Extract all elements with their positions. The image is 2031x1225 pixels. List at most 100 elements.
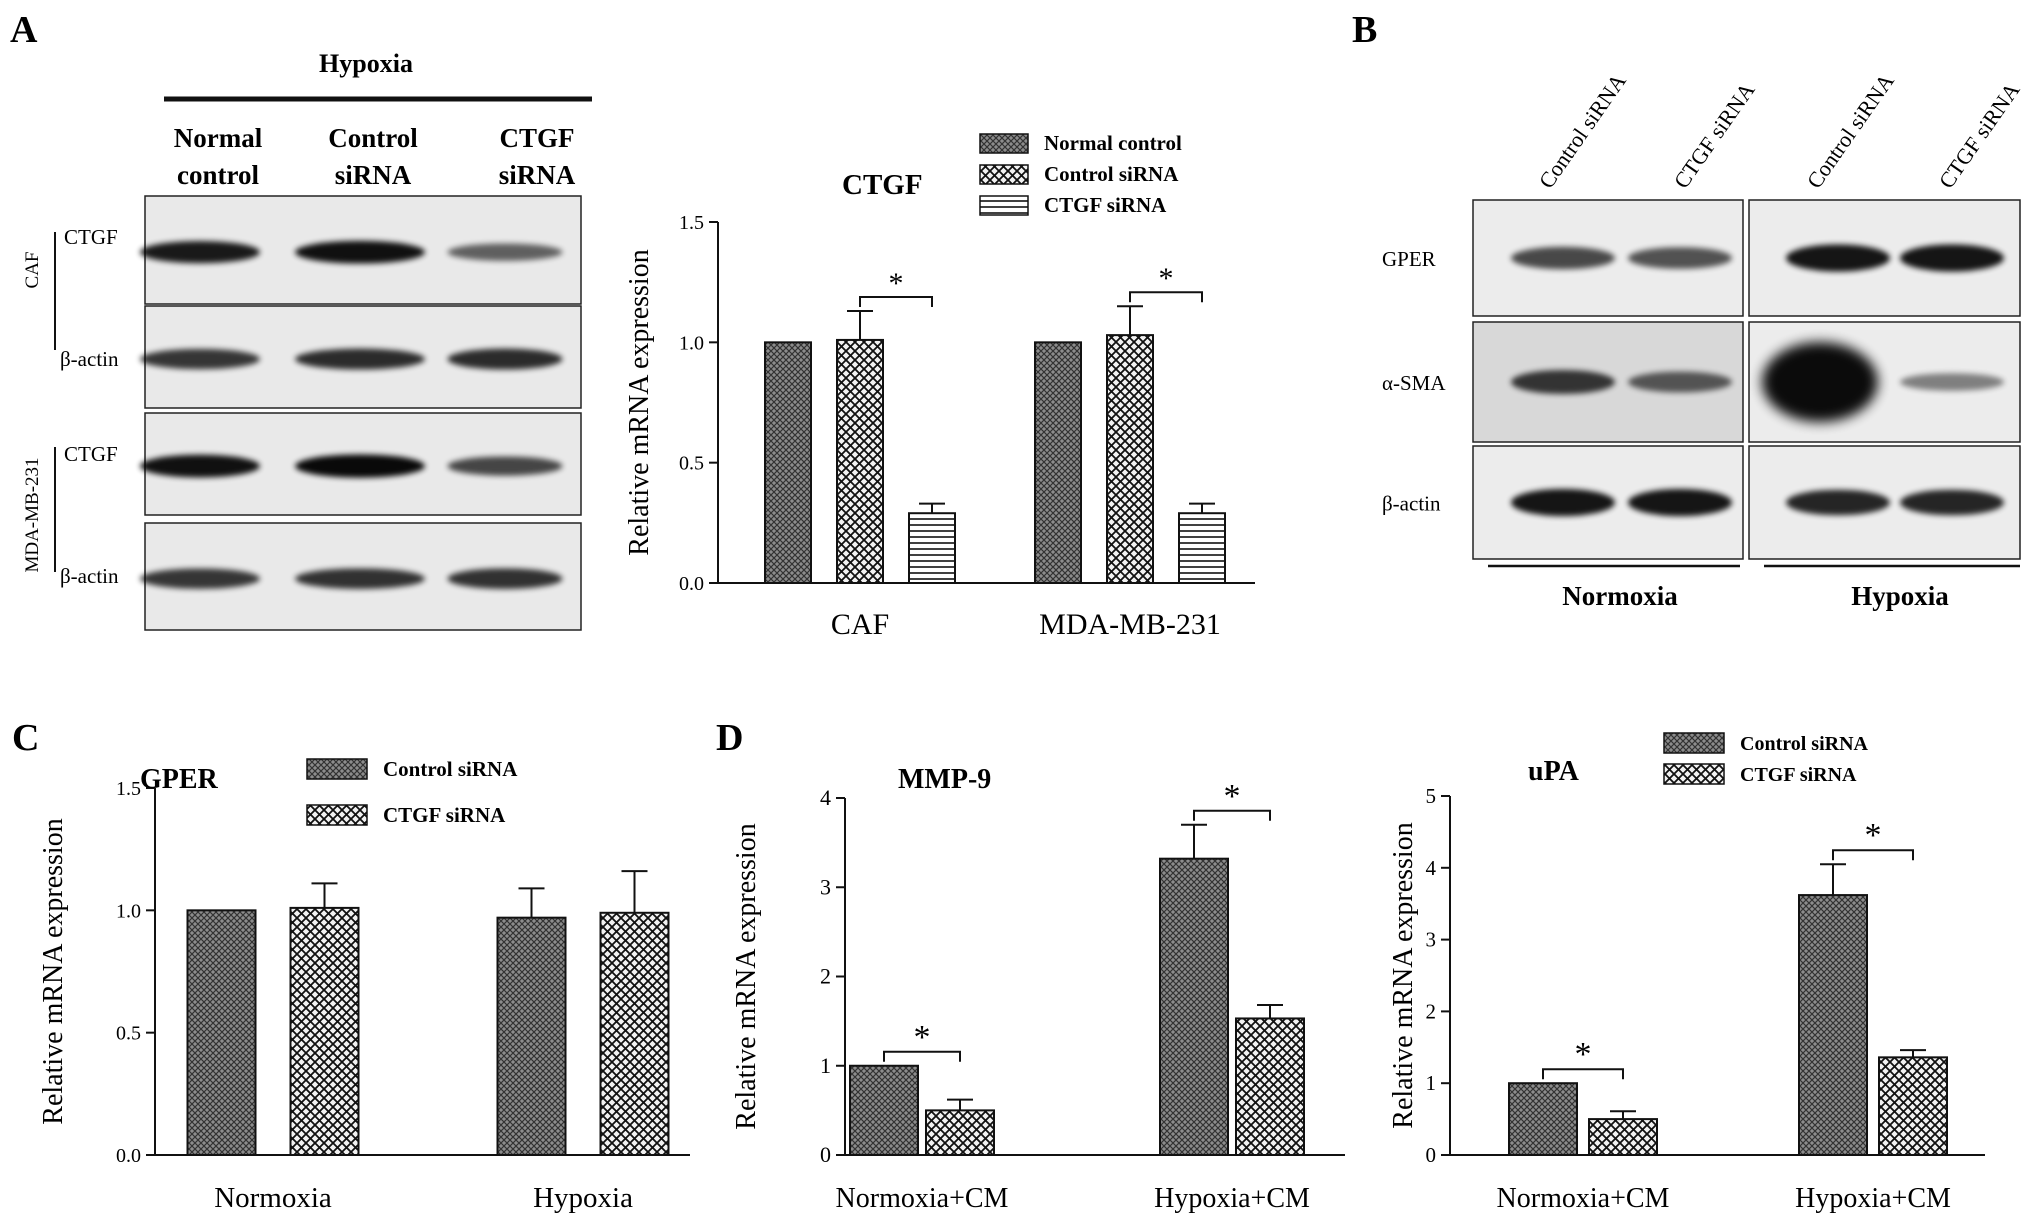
cell-label-caf: CAF (22, 252, 43, 289)
category-label-0: Normoxia+CM (836, 1183, 1009, 1214)
legend-label-2: CTGF siRNA (1044, 193, 1167, 217)
bar-0-1 (1798, 894, 1868, 1156)
y-tick-label: 5 (1426, 784, 1437, 808)
y-tick-label: 0.0 (679, 573, 704, 595)
panel-b-blots: B Control siRNA CTGF siRNA Control siRNA CT… (1352, 9, 2025, 611)
y-tick-label: 4 (820, 785, 831, 810)
band-label-a-3-actin: β-actin (60, 564, 119, 588)
legend-label-0: Control siRNA (1740, 733, 1869, 755)
y-tick-label: 1.0 (679, 332, 704, 354)
band-a-1-1 (295, 348, 425, 370)
band-b-sma-2 (1762, 342, 1878, 422)
y-tick-label: 1.0 (116, 900, 141, 922)
bar-1-1 (1878, 1056, 1948, 1157)
y-tick-label: 1 (820, 1053, 831, 1078)
band-a-0-2 (447, 243, 563, 261)
legend-swatch-0 (979, 133, 1029, 154)
legend-swatch-1 (306, 804, 368, 826)
lane-label-2-line2: siRNA (499, 160, 576, 190)
band-b-gper-3 (1900, 244, 2004, 272)
significance-star-0: * (1575, 1036, 1592, 1073)
group-label-normoxia: Normoxia (1562, 581, 1678, 611)
legend-swatch-0 (1663, 732, 1725, 754)
significance-bracket-0 (859, 296, 933, 308)
band-b-sma-1 (1628, 371, 1732, 393)
lane-label-0-line1: Normal (174, 123, 263, 153)
band-b-actin-1 (1628, 488, 1732, 517)
y-tick-label: 2 (1426, 999, 1437, 1023)
band-b-gper-1 (1628, 247, 1732, 269)
band-a-0-1 (295, 240, 425, 264)
band-label-b-gper: GPER (1382, 247, 1436, 271)
significance-star-0: * (889, 267, 904, 300)
y-axis-label: Relative mRNA expression (38, 818, 69, 1124)
band-a-3-1 (295, 568, 425, 589)
y-tick-label: 1.5 (679, 212, 704, 234)
significance-star-1: * (1224, 778, 1241, 815)
y-tick-label: 4 (1426, 856, 1437, 880)
significance-star-0: * (914, 1019, 931, 1056)
bar-0-0 (764, 341, 812, 585)
bar-1-0 (836, 338, 884, 584)
band-a-2-1 (295, 454, 425, 478)
band-label-b-sma: α-SMA (1382, 371, 1446, 395)
y-axis-label: Relative mRNA expression (731, 823, 762, 1129)
bar-0-0 (186, 909, 257, 1156)
band-label-a-0-ctgf: CTGF (64, 225, 118, 249)
bar-0-1 (1034, 341, 1082, 585)
category-label-0: CAF (831, 608, 889, 641)
y-tick-label: 3 (1426, 928, 1437, 952)
significance-bracket-1 (1832, 849, 1914, 861)
y-tick-label: 0 (820, 1142, 831, 1167)
bar-0-1 (496, 916, 567, 1156)
legend-label-1: CTGF siRNA (383, 803, 506, 827)
y-tick-label: 3 (820, 874, 831, 899)
band-b-actin-3 (1900, 489, 2004, 516)
bar-1-0 (1588, 1118, 1658, 1156)
legend-label-1: Control siRNA (1044, 162, 1179, 186)
legend-label-1: CTGF siRNA (1740, 764, 1857, 786)
panel-c-letter: C (12, 717, 39, 759)
band-b-gper-0 (1511, 246, 1615, 270)
bar-0-0 (849, 1064, 919, 1156)
band-label-a-2-ctgf: CTGF (64, 442, 118, 466)
significance-bracket-0 (883, 1050, 961, 1062)
legend-swatch-2 (979, 195, 1029, 216)
chart-title: MMP-9 (898, 764, 991, 795)
lane-label-2-line1: CTGF (499, 123, 574, 153)
chart-upa: 0 1 2 3 4 5 Relative mRNA expression uPA * * Normo… (1388, 732, 1985, 1214)
bar-1-1 (599, 911, 670, 1157)
bar-2-1 (1178, 512, 1226, 584)
chart-gper: 0.0 0.5 1.0 1.5 Relative mRNA expression GPER… (38, 757, 690, 1214)
bar-0-1 (1159, 857, 1229, 1156)
y-tick-label: 0.0 (116, 1145, 141, 1167)
y-axis-label: Relative mRNA expression (1388, 822, 1419, 1128)
band-a-2-0 (140, 454, 260, 478)
bar-1-0 (289, 906, 360, 1156)
lane-label-1-line1: Control (328, 123, 418, 153)
lane-label-0-line2: control (177, 160, 259, 190)
legend-label-0: Control siRNA (383, 757, 518, 781)
panel-a-blots: A Hypoxia Normal control Control siRNA CTGF s… (10, 9, 592, 631)
lane-label-b-2: Control siRNA (1802, 69, 1899, 193)
band-b-sma-0 (1511, 370, 1615, 394)
chart-title: uPA (1528, 756, 1580, 787)
lane-label-b-0: Control siRNA (1534, 69, 1631, 193)
category-label-0: Normoxia (214, 1182, 332, 1214)
y-tick-label: 2 (820, 964, 831, 989)
lane-label-b-1: CTGF siRNA (1669, 78, 1760, 193)
legend-swatch-1 (979, 164, 1029, 185)
category-label-1: Hypoxia+CM (1154, 1183, 1310, 1214)
significance-star-1: * (1159, 262, 1174, 295)
y-tick-label: 1 (1426, 1071, 1437, 1095)
legend-swatch-1 (1663, 763, 1725, 785)
significance-star-1: * (1865, 817, 1882, 854)
bar-2-0 (908, 512, 956, 584)
category-label-0: Normoxia+CM (1497, 1183, 1670, 1214)
band-b-sma-3 (1900, 373, 2004, 391)
bar-1-0 (925, 1109, 995, 1156)
y-tick-label: 0 (1426, 1143, 1437, 1167)
bar-0-0 (1508, 1082, 1578, 1156)
significance-bracket-1 (1129, 291, 1203, 303)
